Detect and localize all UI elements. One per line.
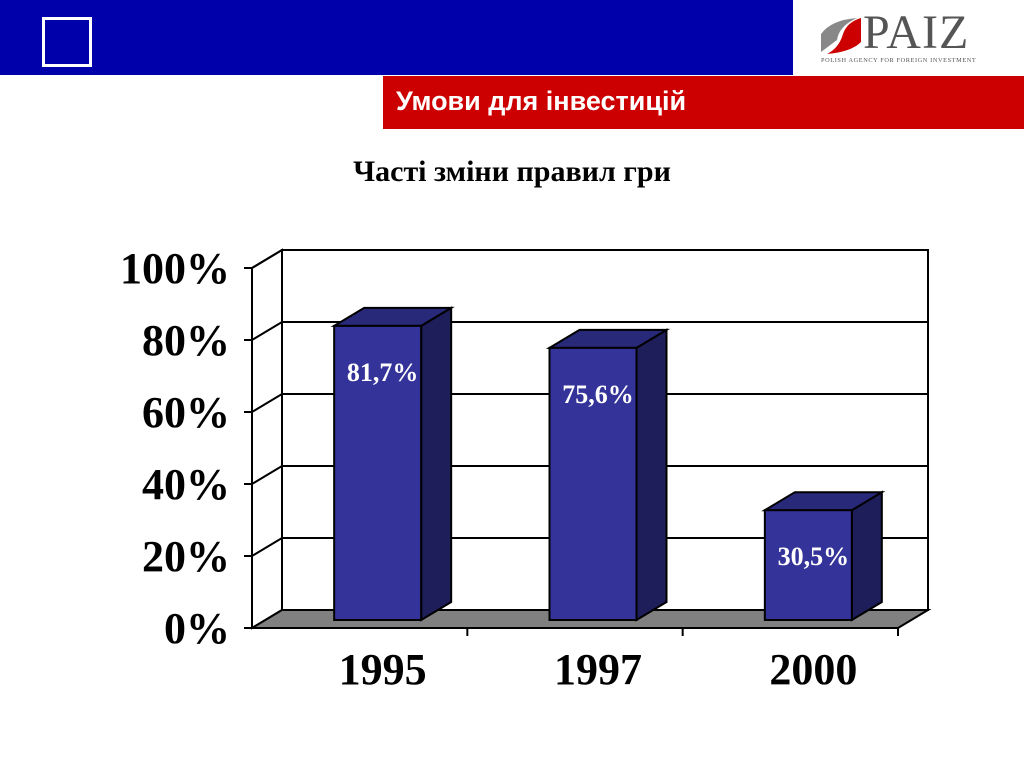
y-tick-label: 100% (120, 244, 230, 293)
data-label: 81,7% (347, 358, 419, 387)
bar-side-2000 (850, 490, 883, 622)
gridline (251, 321, 928, 341)
y-tick-label: 60% (142, 388, 230, 437)
x-tick-label: 1995 (339, 645, 427, 694)
bar-2000 (763, 509, 853, 622)
bar-1995 (333, 324, 423, 621)
logo-subtitle: POLISH AGENCY FOR FOREIGN INVESTMENT (821, 57, 977, 64)
bar-1997 (548, 346, 638, 621)
gridline (251, 393, 928, 413)
y-tick-label: 0% (164, 604, 230, 653)
x-tick-label: 1997 (554, 645, 642, 694)
chart-title: Часті зміни правил гри (353, 155, 671, 188)
square-outline-icon (42, 17, 92, 67)
paiz-logo: PAIZ POLISH AGENCY FOR FOREIGN INVESTMEN… (815, 6, 1010, 70)
x-tick-label: 2000 (769, 645, 857, 694)
gridline (251, 537, 928, 557)
y-tick-label: 20% (142, 532, 230, 581)
logo-text: PAIZ (863, 6, 970, 59)
plot-side-wall (251, 248, 283, 630)
bar-side-1997 (635, 328, 668, 622)
data-label: 75,6% (562, 380, 634, 409)
bar-side-1995 (420, 306, 453, 622)
gridline (251, 465, 928, 485)
y-tick-label: 80% (142, 316, 230, 365)
data-label: 30,5% (778, 542, 850, 571)
section-banner: Умови для інвестицій (383, 76, 1024, 129)
gridline (251, 249, 928, 269)
y-tick-label: 40% (142, 460, 230, 509)
paiz-swoosh-icon (821, 18, 861, 54)
section-title: Умови для інвестицій (396, 86, 687, 116)
header-bar (0, 0, 793, 75)
